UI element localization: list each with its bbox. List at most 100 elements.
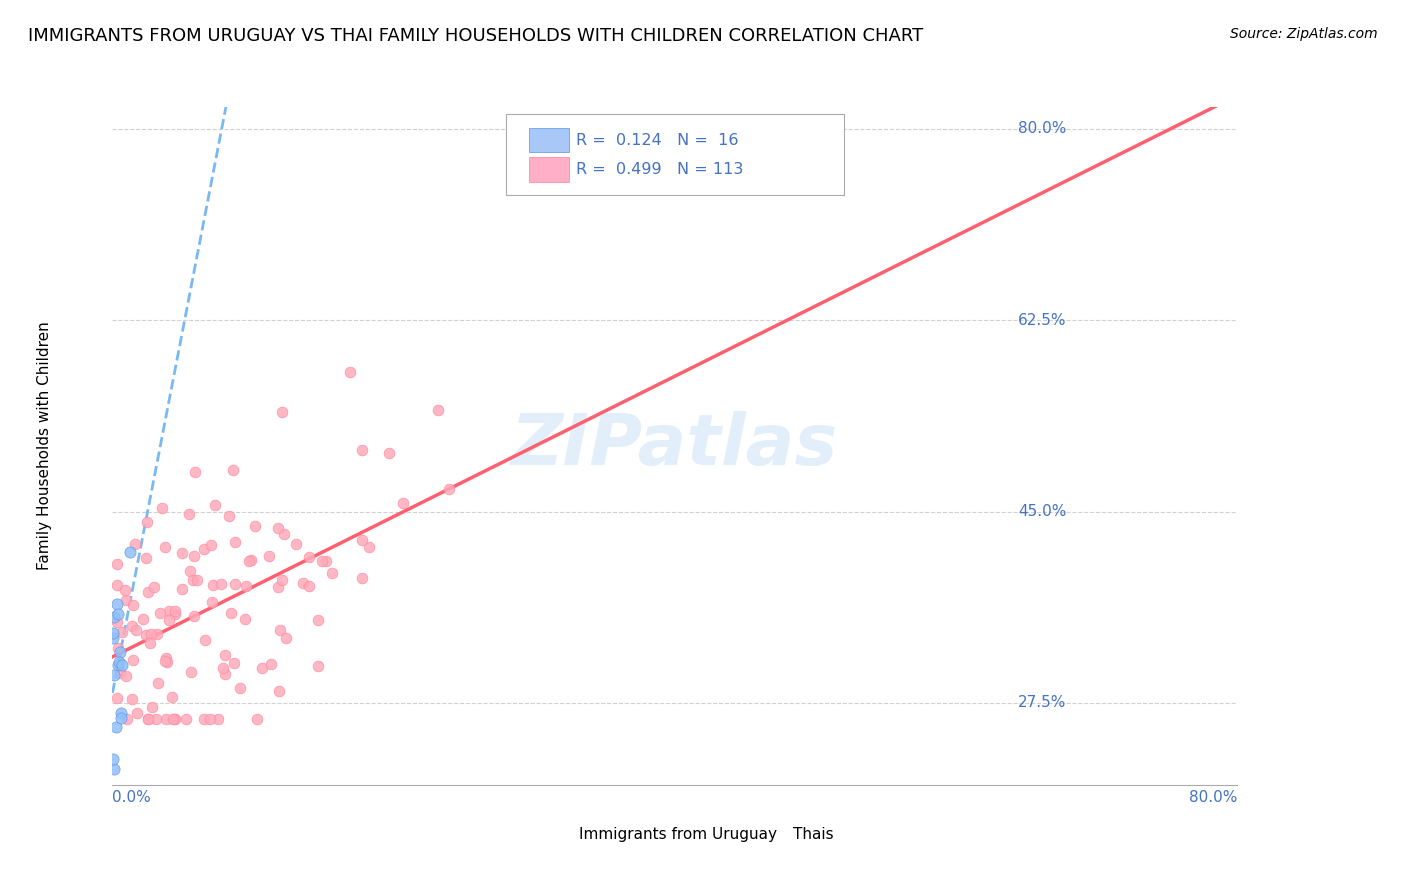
Point xyxy=(170,582,193,596)
Point xyxy=(146,627,169,641)
Text: Thais: Thais xyxy=(793,827,834,842)
Point xyxy=(200,538,222,552)
Point xyxy=(267,580,290,594)
Point xyxy=(174,712,197,726)
Point xyxy=(111,625,134,640)
Point xyxy=(110,666,132,681)
Point xyxy=(260,657,283,671)
Point xyxy=(274,631,297,645)
Point xyxy=(150,501,173,516)
Point xyxy=(222,463,245,477)
Point xyxy=(107,640,129,655)
Point xyxy=(229,681,252,695)
Point xyxy=(125,624,148,638)
Point xyxy=(378,446,401,460)
Point xyxy=(149,606,172,620)
Point xyxy=(103,762,125,776)
Point xyxy=(298,578,321,592)
Point xyxy=(103,626,124,640)
Text: 0.0%: 0.0% xyxy=(112,790,152,805)
Point xyxy=(233,612,256,626)
Point xyxy=(222,656,245,670)
Point xyxy=(246,712,269,726)
Point xyxy=(105,558,128,572)
Point xyxy=(157,614,180,628)
Point xyxy=(180,665,202,679)
Point xyxy=(224,534,246,549)
FancyBboxPatch shape xyxy=(529,128,569,153)
FancyBboxPatch shape xyxy=(544,825,575,843)
Point xyxy=(218,509,240,524)
Point xyxy=(163,607,186,621)
Point xyxy=(321,566,343,581)
Point xyxy=(153,540,176,554)
Point xyxy=(139,636,162,650)
Text: 80.0%: 80.0% xyxy=(1189,790,1237,805)
Point xyxy=(291,575,314,590)
Text: R =  0.124   N =  16: R = 0.124 N = 16 xyxy=(576,133,738,148)
Point xyxy=(257,549,280,563)
Point xyxy=(121,598,143,612)
Point xyxy=(207,712,229,726)
Text: 80.0%: 80.0% xyxy=(1018,121,1066,136)
Point xyxy=(426,403,449,417)
Point xyxy=(269,683,291,698)
Point xyxy=(115,712,138,726)
Point xyxy=(105,578,128,592)
Point xyxy=(160,690,183,705)
Text: Family Households with Children: Family Households with Children xyxy=(38,322,52,570)
Point xyxy=(141,627,163,641)
FancyBboxPatch shape xyxy=(506,114,844,195)
Point xyxy=(105,720,128,734)
FancyBboxPatch shape xyxy=(758,825,789,843)
Point xyxy=(357,540,380,554)
Point xyxy=(155,651,177,665)
Point xyxy=(108,655,131,669)
Point xyxy=(103,631,124,645)
Point xyxy=(115,669,138,683)
Point xyxy=(212,661,235,675)
Point xyxy=(193,712,215,726)
Point xyxy=(107,607,129,622)
Point xyxy=(110,645,132,659)
Point xyxy=(114,583,136,598)
Point xyxy=(121,652,143,666)
Point xyxy=(103,752,124,766)
Point xyxy=(250,661,273,675)
Point xyxy=(298,550,321,565)
Point xyxy=(437,483,460,497)
Point xyxy=(115,593,138,607)
Point xyxy=(155,712,177,726)
Point xyxy=(110,706,132,720)
Point xyxy=(183,608,205,623)
Point xyxy=(146,676,169,690)
Point xyxy=(315,554,337,568)
Point xyxy=(111,657,134,672)
Point xyxy=(105,690,128,705)
Point xyxy=(352,571,374,585)
Point xyxy=(267,521,290,535)
Point xyxy=(350,442,373,457)
Point xyxy=(107,657,129,672)
Point xyxy=(183,549,205,563)
Point xyxy=(271,573,294,587)
Point xyxy=(163,712,186,726)
Text: Immigrants from Uruguay: Immigrants from Uruguay xyxy=(579,827,778,842)
Point xyxy=(194,633,217,648)
Point xyxy=(177,507,200,521)
FancyBboxPatch shape xyxy=(529,157,569,182)
Point xyxy=(392,496,415,510)
Point xyxy=(162,712,184,726)
Point xyxy=(143,580,166,594)
Point xyxy=(132,612,155,626)
Point xyxy=(163,604,186,618)
Point xyxy=(110,711,132,725)
Point xyxy=(135,550,157,565)
Point xyxy=(311,554,333,568)
Point xyxy=(243,518,266,533)
Point xyxy=(103,668,125,682)
Point xyxy=(339,365,361,379)
Point xyxy=(145,712,167,726)
Point xyxy=(103,609,125,624)
Point xyxy=(224,577,246,591)
